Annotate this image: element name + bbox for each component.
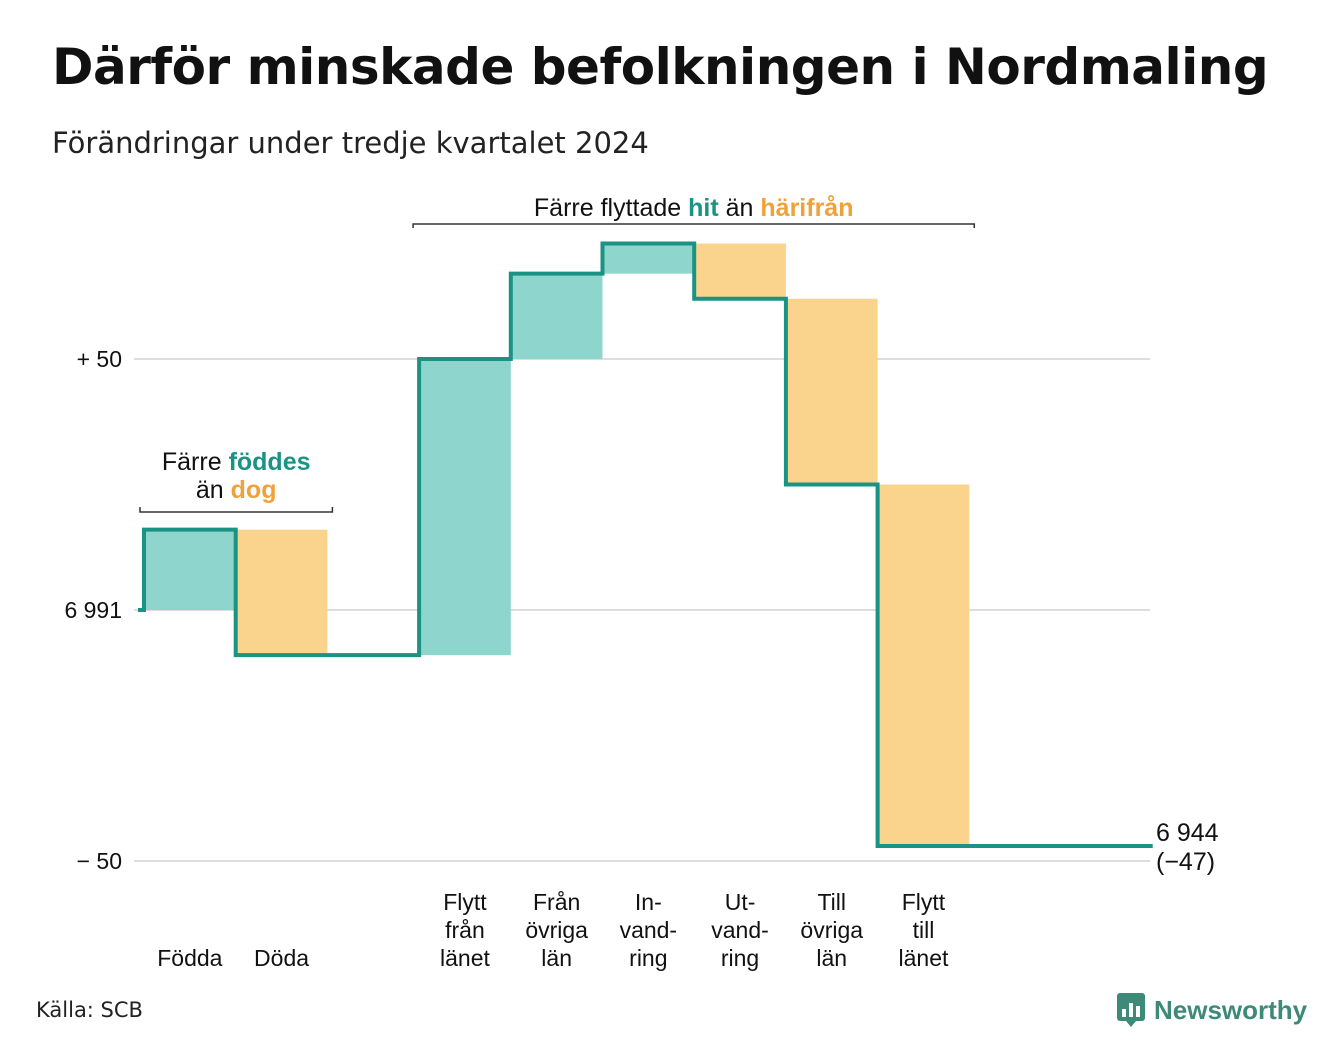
x-tick-label: Flytt — [902, 889, 946, 915]
x-tick-label: Ut- — [725, 889, 756, 915]
end-change: (−47) — [1156, 848, 1215, 876]
x-tick-label: län — [541, 945, 572, 971]
x-tick-label: vand- — [620, 917, 678, 943]
bar — [510, 273, 603, 359]
bar — [235, 529, 328, 656]
bar-chart-speech-icon — [1117, 993, 1145, 1027]
x-tick-label: länet — [440, 945, 490, 971]
x-tick-label: övriga — [800, 917, 863, 943]
annotation-bracket — [412, 223, 976, 228]
x-tick-label: Flytt — [443, 889, 487, 915]
end-value-label: 6 944(−47) — [1156, 819, 1219, 876]
bar — [602, 243, 695, 274]
annotation-deaths: än dog — [196, 476, 277, 504]
x-axis-labels: Födda DödaFlyttfrånlänetFrånövrigalänIn-v… — [157, 889, 949, 971]
logo-text: Newsworthy — [1154, 994, 1308, 1025]
y-tick-label: − 50 — [77, 848, 122, 874]
chart-subtitle: Förändringar under tredje kvartalet 2024 — [52, 126, 649, 160]
x-tick-label: Till — [817, 889, 846, 915]
x-tick-label: ring — [721, 945, 759, 971]
x-tick-label: ring — [629, 945, 667, 971]
x-tick-label: till — [913, 917, 935, 943]
bar — [694, 243, 786, 299]
end-value: 6 944 — [1156, 819, 1219, 847]
annotation-migration: Färre flyttade hit än härifrån — [534, 194, 854, 222]
bar — [877, 484, 970, 846]
x-tick-label: In- — [635, 889, 662, 915]
x-tick-label: Döda — [254, 945, 309, 971]
newsworthy-logo: Newsworthy — [1116, 992, 1307, 1028]
bar — [144, 529, 236, 610]
chart-title: Därför minskade befolkningen i Nordmalin… — [52, 38, 1269, 96]
x-tick-label: län — [816, 945, 847, 971]
y-axis-ticks: + 50 6 991 − 50 — [64, 346, 122, 874]
step-line — [138, 241, 1153, 848]
x-tick-label: Från — [533, 889, 580, 915]
running-total-line — [138, 241, 1153, 848]
bars — [144, 243, 970, 846]
source-note: Källa: SCB — [36, 998, 143, 1022]
y-tick-label: + 50 — [77, 346, 122, 372]
annotation-bracket — [139, 507, 334, 513]
bar — [419, 359, 511, 656]
x-tick-label: länet — [899, 945, 949, 971]
x-tick-label: vand- — [711, 917, 769, 943]
x-tick-label: från — [445, 917, 485, 943]
x-tick-label: Födda — [157, 945, 222, 971]
bar — [785, 298, 878, 485]
y-tick-label: 6 991 — [64, 597, 122, 623]
x-tick-label: övriga — [525, 917, 588, 943]
annotation-births: Färre föddes — [162, 448, 311, 476]
